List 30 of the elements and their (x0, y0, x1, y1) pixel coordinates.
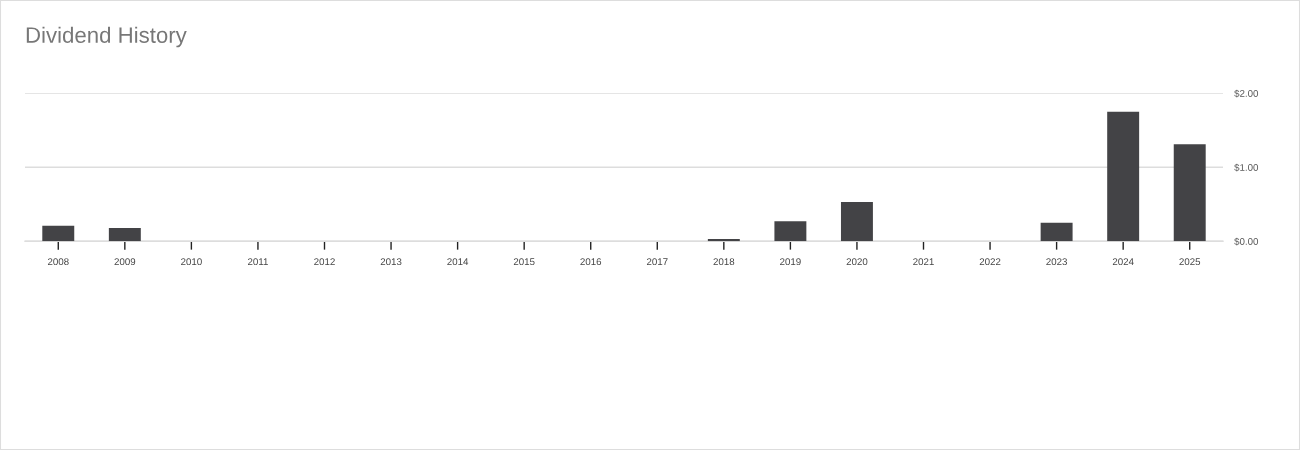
x-tick-label: 2022 (979, 258, 1001, 266)
y-tick-label: $1.00 (1234, 163, 1259, 172)
y-tick-label: $2.00 (1234, 89, 1259, 98)
x-tick-label: 2012 (314, 258, 335, 266)
x-tick-label: 2021 (913, 258, 934, 266)
bar (707, 239, 740, 242)
x-tick-label: 2010 (181, 258, 202, 266)
bar (774, 221, 807, 242)
chart-title: Dividend History (26, 26, 187, 48)
x-tick-label: 2017 (646, 258, 668, 266)
bar (1173, 144, 1206, 242)
y-tick-label: $0.00 (1234, 237, 1259, 246)
x-tick-label: 2019 (780, 258, 801, 266)
x-tick-label: 2025 (1179, 258, 1201, 266)
bar (42, 225, 75, 242)
bar (1040, 222, 1073, 242)
x-tick-label: 2015 (513, 258, 535, 266)
x-tick-label: 2009 (114, 258, 136, 266)
x-tick-label: 2023 (1046, 258, 1067, 266)
x-tick-label: 2014 (447, 258, 469, 266)
x-tick-label: 2016 (580, 258, 602, 266)
x-tick-label: 2018 (713, 258, 735, 266)
bar (1107, 111, 1140, 242)
x-tick-label: 2011 (247, 258, 268, 266)
x-tick-label: 2024 (1112, 258, 1134, 266)
bar (108, 227, 141, 242)
x-tick-label: 2008 (47, 258, 69, 266)
x-tick-label: 2013 (380, 258, 402, 266)
x-tick-label: 2020 (846, 258, 868, 266)
bar (840, 202, 873, 242)
